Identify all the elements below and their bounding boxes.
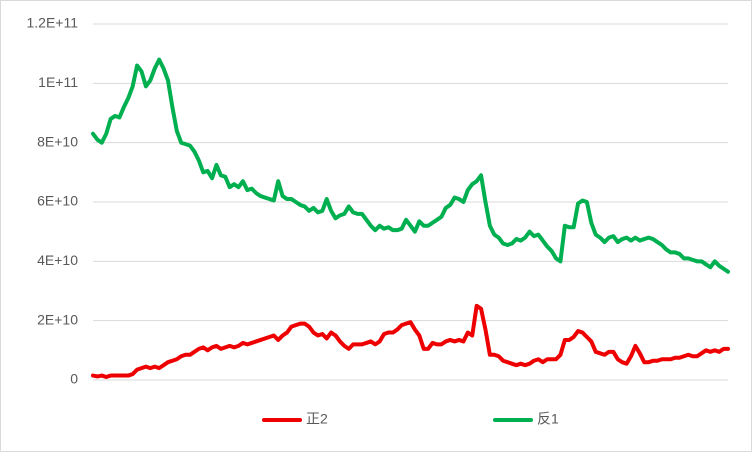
legend-label: 正2 [306,411,328,427]
y-tick-label: 6E+10 [37,193,78,209]
y-tick-label: 4E+10 [37,252,78,268]
y-tick-label: 0 [70,371,78,387]
data-line [91,303,730,380]
legend-label: 反1 [537,411,559,427]
y-tick-label: 2E+10 [37,311,78,327]
y-tick-label: 1.2E+11 [26,15,78,31]
y-tick-label: 1E+11 [38,74,78,90]
y-tick-label: 8E+10 [37,133,78,149]
data-line [91,57,730,274]
